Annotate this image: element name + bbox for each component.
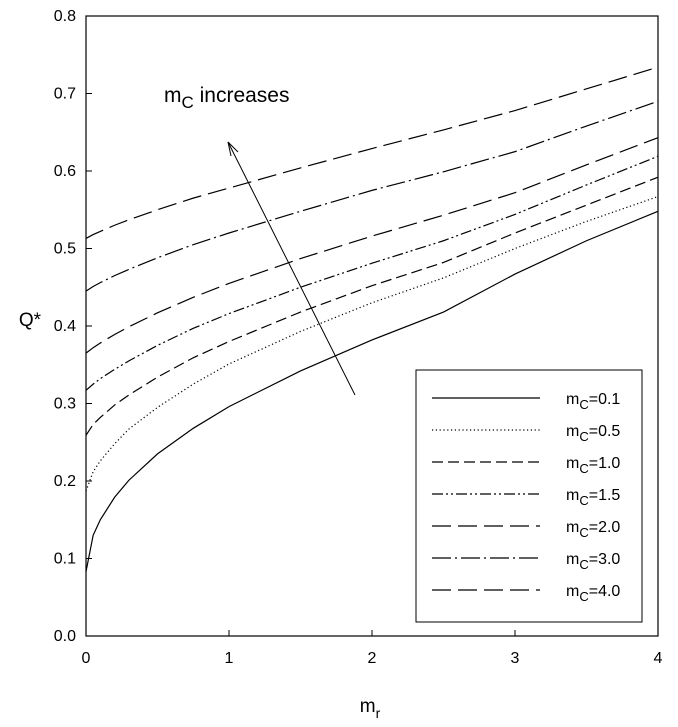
- series-line-4: [85, 155, 659, 391]
- legend-label-sub: C: [579, 525, 588, 540]
- legend-label-1: mC=0.1: [566, 391, 620, 412]
- series-line-6: [85, 100, 659, 292]
- legend-label-7: mC=4.0: [566, 583, 620, 604]
- legend-label-rest: =1.0: [589, 455, 621, 472]
- y-tick-label: 0.0: [54, 628, 76, 645]
- legend-label-6: mC=3.0: [566, 551, 620, 572]
- legend-label-sub: C: [579, 397, 588, 412]
- y-tick-label: 0.7: [54, 86, 76, 103]
- y-tick-label: 0.4: [54, 318, 76, 335]
- legend-box: [415, 369, 643, 623]
- legend-label-5: mC=2.0: [566, 519, 620, 540]
- legend-label-main: m: [566, 551, 579, 568]
- legend-label-sub: C: [579, 461, 588, 476]
- x-tick-label: 2: [368, 650, 377, 667]
- x-axis-title-main: m: [360, 696, 376, 717]
- legend-label-main: m: [566, 583, 579, 600]
- annotation-main: m: [164, 84, 182, 107]
- legend-label-main: m: [566, 423, 579, 440]
- x-tick-label: 0: [82, 650, 91, 667]
- plot-lines: [85, 66, 659, 572]
- legend-label-main: m: [566, 391, 579, 408]
- x-tick-label: 1: [225, 650, 234, 667]
- y-tick-label: 0.2: [54, 473, 76, 490]
- series-line-5: [85, 137, 659, 354]
- legend-label-rest: =1.5: [589, 487, 621, 504]
- series-line-1: [85, 210, 659, 572]
- legend-label-rest: =4.0: [589, 583, 621, 600]
- legend-label-rest: =0.1: [589, 391, 621, 408]
- x-tick-label: 3: [511, 650, 520, 667]
- annotation-sub: C: [182, 93, 194, 112]
- legend-label-sub: C: [579, 493, 588, 508]
- legend-label-sub: C: [579, 429, 588, 444]
- annotation-text: mC increases: [164, 84, 290, 112]
- legend-label-rest: =0.5: [589, 423, 621, 440]
- y-tick-label: 0.1: [54, 551, 76, 568]
- annotation-arrow-shaft: [227, 141, 356, 396]
- legend-label-main: m: [566, 519, 579, 536]
- x-axis-title: mr: [360, 696, 381, 721]
- annotation-arrow-head: [227, 141, 239, 157]
- y-tick-label: 0.8: [54, 8, 76, 25]
- series-line-3: [85, 176, 659, 436]
- legend-label-2: mC=0.5: [566, 423, 620, 444]
- series-line-7: [85, 66, 659, 239]
- legend-label-main: m: [566, 455, 579, 472]
- legend-label-sub: C: [579, 557, 588, 572]
- legend-label-main: m: [566, 487, 579, 504]
- legend-label-rest: =3.0: [589, 551, 621, 568]
- annotation-rest: increases: [194, 84, 290, 107]
- x-axis-ticks: 0 1 2 3 4: [82, 630, 663, 667]
- legend-label-rest: =2.0: [589, 519, 621, 536]
- x-tick-label: 4: [654, 650, 663, 667]
- y-tick-label: 0.3: [54, 396, 76, 413]
- legend-label-3: mC=1.0: [566, 455, 620, 476]
- legend-label-sub: C: [579, 589, 588, 604]
- y-axis-ticks: 0.0 0.1 0.2 0.3 0.4 0.5 0.6 0.7 0.8: [54, 8, 92, 645]
- y-axis-title: Q*: [19, 310, 42, 331]
- x-axis-title-sub: r: [376, 705, 381, 721]
- y-tick-label: 0.6: [54, 163, 76, 180]
- legend-label-4: mC=1.5: [566, 487, 620, 508]
- legend: mC=0.1mC=0.5mC=1.0mC=1.5mC=2.0mC=3.0mC=4…: [415, 369, 643, 623]
- y-tick-label: 0.5: [54, 241, 76, 258]
- series-line-2: [85, 196, 659, 492]
- annotation: mC increases: [164, 84, 356, 396]
